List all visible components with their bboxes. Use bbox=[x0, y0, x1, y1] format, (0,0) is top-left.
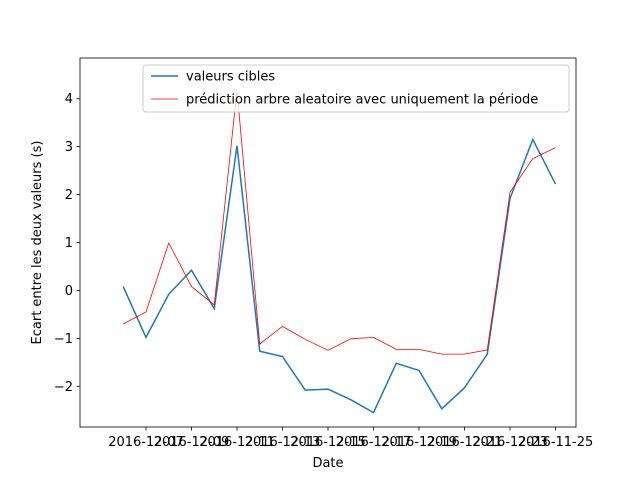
x-tick-label: 2016-11-25 bbox=[518, 435, 594, 450]
x-tick-label: 2016-12-23 bbox=[472, 435, 548, 450]
x-tick-label: 2016-12-09 bbox=[154, 435, 230, 450]
legend-label-valeurs-cibles: valeurs cibles bbox=[186, 70, 275, 85]
x-tick-label: 2016-12-13 bbox=[245, 435, 321, 450]
plot-area bbox=[80, 58, 576, 427]
x-tick-label: 2016-12-17 bbox=[336, 435, 412, 450]
x-tick-label: 2016-12-21 bbox=[427, 435, 503, 450]
x-tick-label: 2016-12-15 bbox=[290, 435, 366, 450]
legend-frame bbox=[142, 64, 570, 113]
series-line-0 bbox=[122, 137, 557, 414]
y-tick-label: 1 bbox=[65, 236, 73, 251]
series-line-1 bbox=[123, 90, 556, 355]
y-tick-label: 0 bbox=[65, 284, 73, 299]
legend: valeurs cibles prédiction arbre aleatoir… bbox=[142, 64, 570, 113]
y-tick-label: 3 bbox=[65, 140, 73, 155]
x-axis: 2016-12-072016-12-092016-12-112016-12-13… bbox=[108, 427, 593, 450]
y-tick-label: −2 bbox=[54, 380, 73, 395]
x-axis-label: Date bbox=[312, 456, 343, 471]
y-tick-label: 4 bbox=[65, 92, 73, 107]
x-tick-label: 2016-12-07 bbox=[108, 435, 184, 450]
y-tick-label: 2 bbox=[65, 188, 73, 203]
y-axis-label: Ecart entre les deux valeurs (s) bbox=[30, 141, 45, 345]
series-layer bbox=[122, 90, 557, 414]
x-tick-label: 2016-12-11 bbox=[199, 435, 275, 450]
y-tick-label: −1 bbox=[54, 332, 73, 347]
legend-label-prediction: prédiction arbre aleatoire avec uniqueme… bbox=[186, 93, 538, 108]
x-tick-label: 2016-12-19 bbox=[381, 435, 457, 450]
y-axis: −2 −1 0 1 2 3 4 bbox=[54, 92, 80, 395]
